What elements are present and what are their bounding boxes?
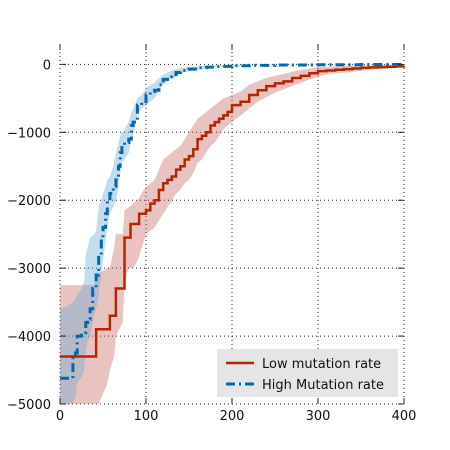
y-tick-label: −2000: [7, 194, 51, 209]
y-tick-label: −4000: [7, 330, 51, 345]
legend-box: [217, 349, 398, 397]
axes: 0 100 200 300 400 0 −1000 −2000 −3000 −4000 −5000: [7, 44, 416, 424]
series-lines: [60, 63, 406, 380]
y-tick-label: 0: [43, 58, 51, 73]
x-tick-label: 200: [220, 409, 245, 424]
x-tick-label: 100: [134, 409, 159, 424]
y-tick-label: −1000: [7, 126, 51, 141]
confidence-bands: [60, 64, 404, 405]
x-tick-label: 0: [56, 409, 64, 424]
y-tick-label: −5000: [7, 398, 51, 413]
line-series-1: [60, 65, 406, 358]
band-series-1: [60, 64, 404, 404]
x-tick-label: 300: [306, 409, 331, 424]
legend-label-series-2: High Mutation rate: [262, 378, 384, 393]
x-tick-label: 400: [392, 409, 417, 424]
line-series-2: [60, 63, 406, 380]
legend-label-series-1: Low mutation rate: [262, 357, 381, 372]
legend: Low mutation rate High Mutation rate: [217, 349, 398, 397]
y-tick-label: −3000: [7, 262, 51, 277]
